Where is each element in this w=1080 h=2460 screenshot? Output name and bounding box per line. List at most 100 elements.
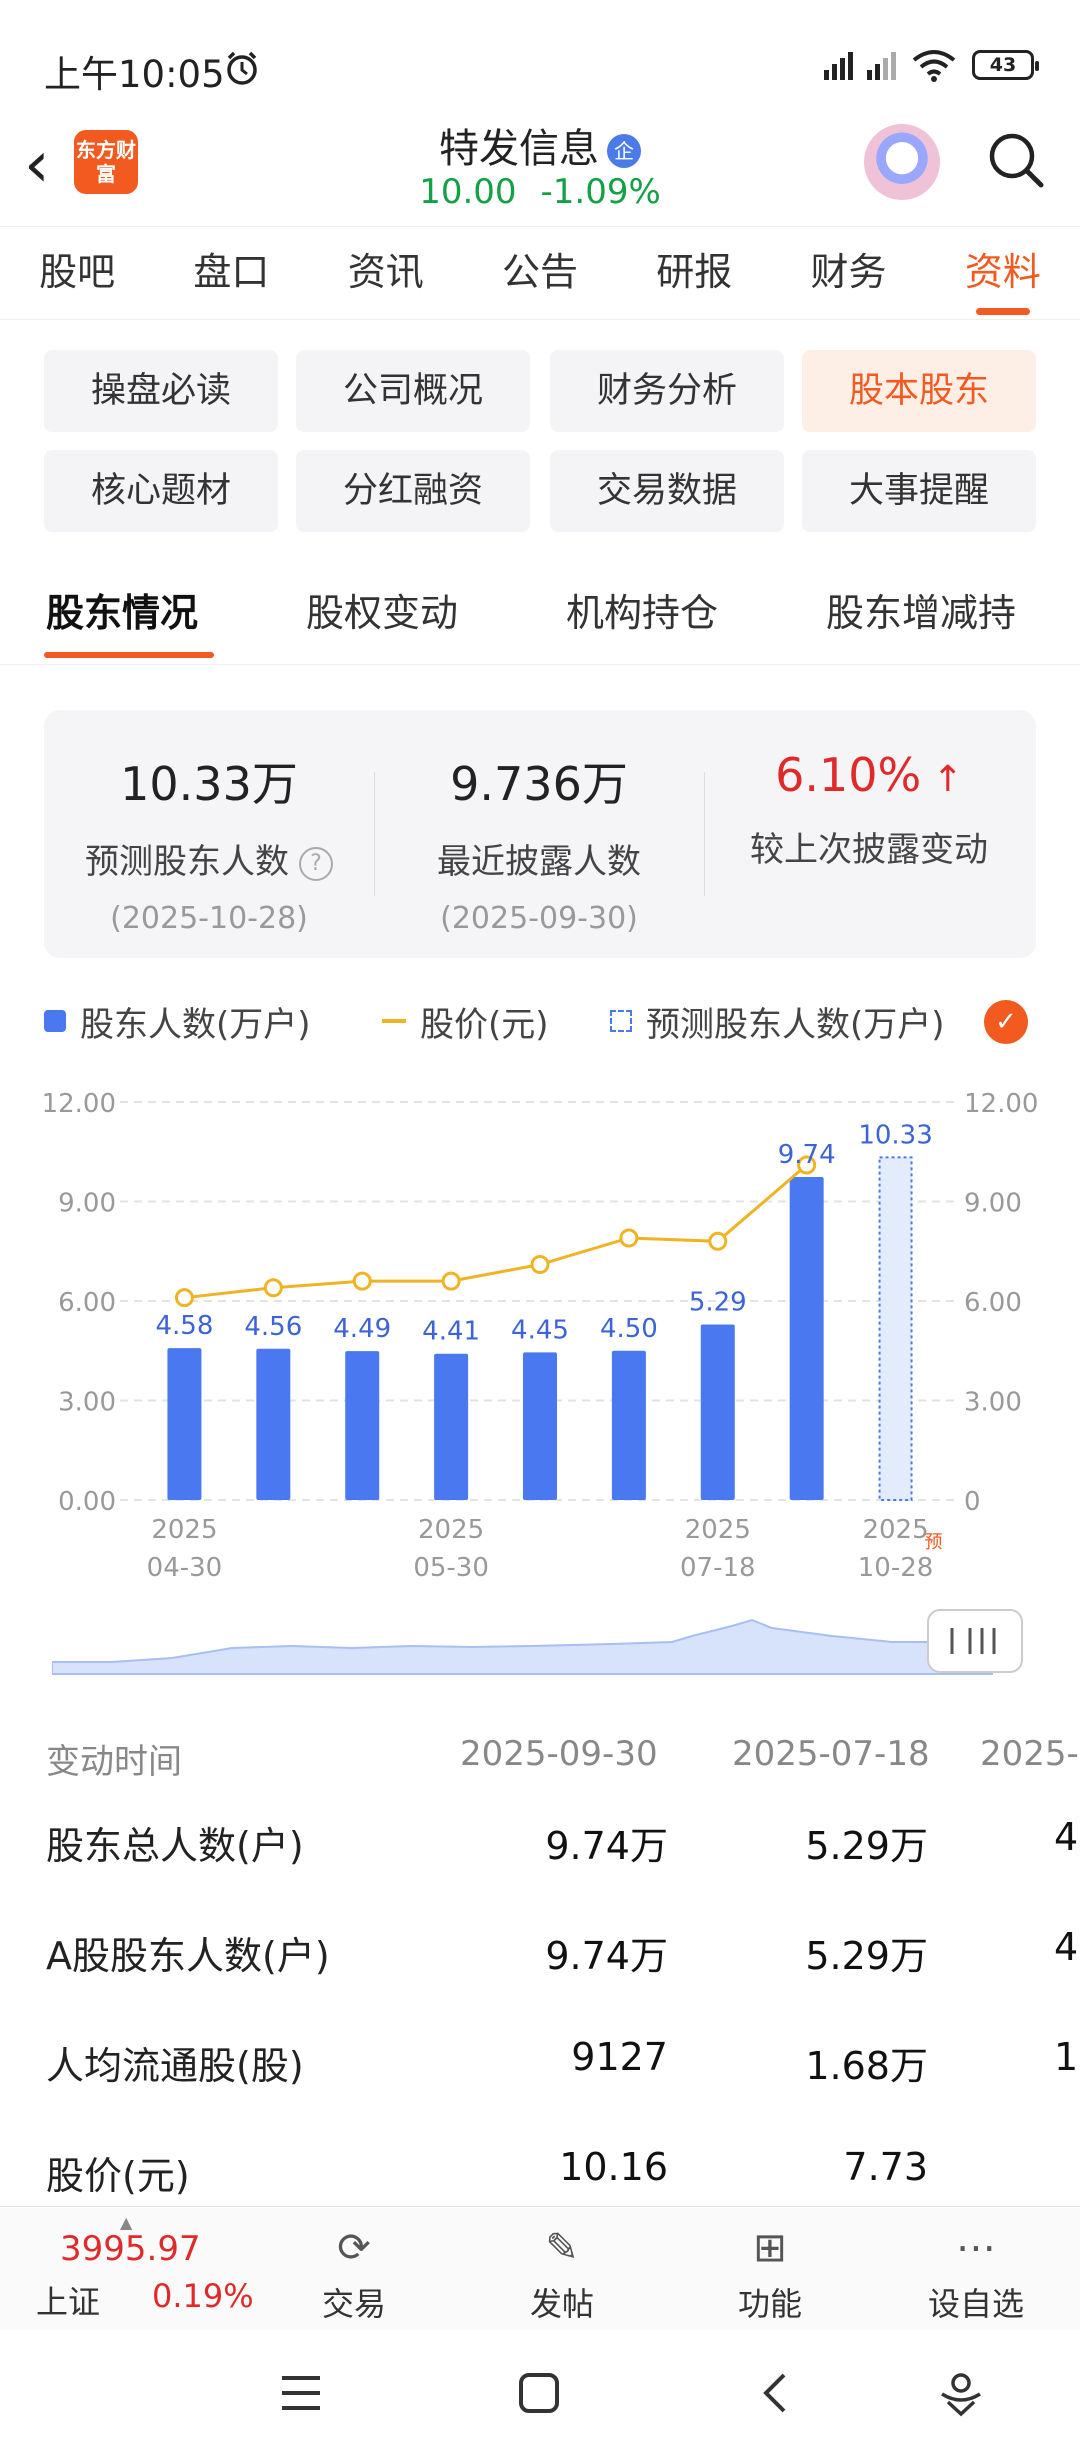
assistant-icon[interactable] xyxy=(936,2368,986,2418)
check-icon[interactable]: ✓ xyxy=(984,1000,1028,1044)
bar xyxy=(434,1353,469,1500)
price-point xyxy=(619,1228,639,1248)
grid-button-dividends[interactable]: 分红融资 xyxy=(296,450,530,532)
stock-change: -1.09% xyxy=(540,172,661,212)
table-header-col: 2025- xyxy=(980,1734,1079,1774)
price-line: 10.00 -1.09% xyxy=(0,172,1080,212)
caret-up-icon: ▲ xyxy=(120,2213,133,2232)
help-icon[interactable]: ? xyxy=(299,846,333,881)
row-label-avg-float-shares: 人均流通股(股) xyxy=(46,2044,304,2088)
y-tick-right: 9.00 xyxy=(964,1189,1022,1219)
edit-icon: ✎ xyxy=(545,2225,579,2271)
index-value[interactable]: 3995.97 xyxy=(60,2229,201,2269)
latest-label: 最近披露人数 xyxy=(437,842,641,882)
tab-pankou[interactable]: 盘口 xyxy=(193,250,270,294)
bar xyxy=(789,1176,824,1500)
grid-button-core-themes[interactable]: 核心题材 xyxy=(44,450,278,532)
summary-card: 10.33万 预测股东人数? (2025-10-28) 9.736万 最近披露人… xyxy=(44,710,1036,958)
data-label: 4.45 xyxy=(511,1315,569,1345)
stock-price: 10.00 xyxy=(419,172,517,212)
assistant-robot-icon[interactable] xyxy=(864,124,940,200)
subtab-shareholder-status[interactable]: 股东情况 xyxy=(46,591,199,635)
data-label: 4.49 xyxy=(333,1314,391,1344)
alarm-icon xyxy=(227,51,257,85)
tab-research[interactable]: 研报 xyxy=(656,250,733,294)
shareholder-chart: 12.00 12.009.00 9.006.00 6.003.00 3.000.00 04… xyxy=(42,1089,1039,1583)
subtab-indicator xyxy=(44,652,214,658)
x-tick-date: 05-30 xyxy=(413,1553,489,1583)
grid-button-trading-data[interactable]: 交易数据 xyxy=(550,450,784,532)
add-watchlist-button[interactable]: ⋯ 设自选 xyxy=(896,2217,1056,2325)
bottom-toolbar: ▲ 3995.97 上证 0.19% ⟳ 交易 ✎ 发帖 ⊞ 功能 ⋯ 设自选 xyxy=(0,2206,1080,2330)
table-header-col: 2025-09-30 xyxy=(460,1734,658,1774)
legend-holders[interactable]: 股东人数(万户) xyxy=(44,998,311,1045)
subtab-holding-changes[interactable]: 股东增减持 xyxy=(826,591,1017,635)
tab-announcements[interactable]: 公告 xyxy=(501,250,578,294)
slider-handle-icon xyxy=(927,1609,1023,1673)
functions-button[interactable]: ⊞ 功能 xyxy=(690,2217,850,2325)
line-legend-swatch xyxy=(382,1019,406,1023)
table-cell: 4 xyxy=(1054,1925,1079,1969)
more-dots-icon: ⋯ xyxy=(956,2225,996,2271)
row-label-stock-price: 股价(元) xyxy=(46,2154,190,2198)
table-cell: 1 xyxy=(1054,2035,1079,2079)
subtab-equity-changes[interactable]: 股权变动 xyxy=(306,591,459,635)
bar xyxy=(523,1352,557,1500)
summary-predicted: 10.33万 预测股东人数? (2025-10-28) xyxy=(44,710,374,936)
latest-date: (2025-09-30) xyxy=(440,901,638,936)
grid-button-financial-analysis[interactable]: 财务分析 xyxy=(550,350,784,432)
grid-button-shareholders[interactable]: 股本股东 xyxy=(802,350,1036,432)
status-bar: 上午10:05 43 xyxy=(0,0,1080,120)
menu-icon[interactable] xyxy=(278,2370,324,2416)
back-nav-icon[interactable] xyxy=(754,2370,800,2416)
post-button[interactable]: ✎ 发帖 xyxy=(482,2217,642,2325)
predicted-date: (2025-10-28) xyxy=(110,901,308,936)
tab-finance[interactable]: 财务 xyxy=(810,250,887,294)
price-point xyxy=(530,1255,550,1275)
index-name[interactable]: 上证 xyxy=(36,2283,101,2321)
trade-button[interactable]: ⟳ 交易 xyxy=(274,2217,434,2325)
y-tick-left: 0.00 xyxy=(58,1487,116,1517)
table-cell: 9.74万 xyxy=(545,1824,668,1868)
x-tick-date: 07-18 xyxy=(680,1553,756,1583)
range-slider[interactable] xyxy=(52,1606,1024,1678)
grid-button-trading-guide[interactable]: 操盘必读 xyxy=(44,350,278,432)
grid-button-event-reminders[interactable]: 大事提醒 xyxy=(802,450,1036,532)
data-label: 4.56 xyxy=(244,1312,302,1342)
x-tick-year: 2025 xyxy=(151,1515,217,1545)
y-tick-left: 12.00 xyxy=(42,1089,116,1119)
home-icon[interactable] xyxy=(516,2370,562,2416)
table-cell: 5.29万 xyxy=(805,1824,928,1868)
wifi-icon xyxy=(912,50,956,82)
predicted-label: 预测股东人数 xyxy=(85,842,289,882)
legend-predicted[interactable]: 预测股东人数(万户) xyxy=(610,998,945,1045)
index-change[interactable]: 0.19% xyxy=(152,2277,254,2315)
bar xyxy=(700,1324,735,1500)
price-point xyxy=(708,1231,728,1251)
tab-guba[interactable]: 股吧 xyxy=(39,250,116,294)
y-tick-left: 9.00 xyxy=(58,1189,116,1219)
table-cell: 9.74万 xyxy=(545,1934,668,1978)
predicted-bar xyxy=(878,1156,913,1501)
battery-icon: 43 xyxy=(972,50,1039,80)
tab-news[interactable]: 资讯 xyxy=(347,250,424,294)
tab-profile[interactable]: 资料 xyxy=(926,227,1080,319)
table-cell: 9127 xyxy=(571,2035,668,2079)
latest-value: 9.736万 xyxy=(450,757,628,811)
change-label: 较上次披露变动 xyxy=(750,830,988,870)
back-icon[interactable]: ‹ xyxy=(24,128,50,202)
subtab-institution-holdings[interactable]: 机构持仓 xyxy=(566,591,719,635)
row-label-total-holders: 股东总人数(户) xyxy=(46,1824,304,1868)
price-point xyxy=(352,1271,372,1291)
grid-icon: ⊞ xyxy=(753,2225,787,2271)
status-time: 上午10:05 xyxy=(44,53,225,96)
x-tick-year: 2025 xyxy=(862,1515,928,1545)
bar xyxy=(256,1348,291,1500)
grid-button-company-overview[interactable]: 公司概况 xyxy=(296,350,530,432)
bar xyxy=(167,1348,202,1500)
y-tick-right: 12.00 xyxy=(964,1089,1038,1119)
table-cell: 5.29万 xyxy=(805,1934,928,1978)
search-icon[interactable] xyxy=(986,130,1046,190)
y-tick-right: 0 xyxy=(964,1487,981,1517)
legend-price[interactable]: 股价(元) xyxy=(382,998,549,1045)
